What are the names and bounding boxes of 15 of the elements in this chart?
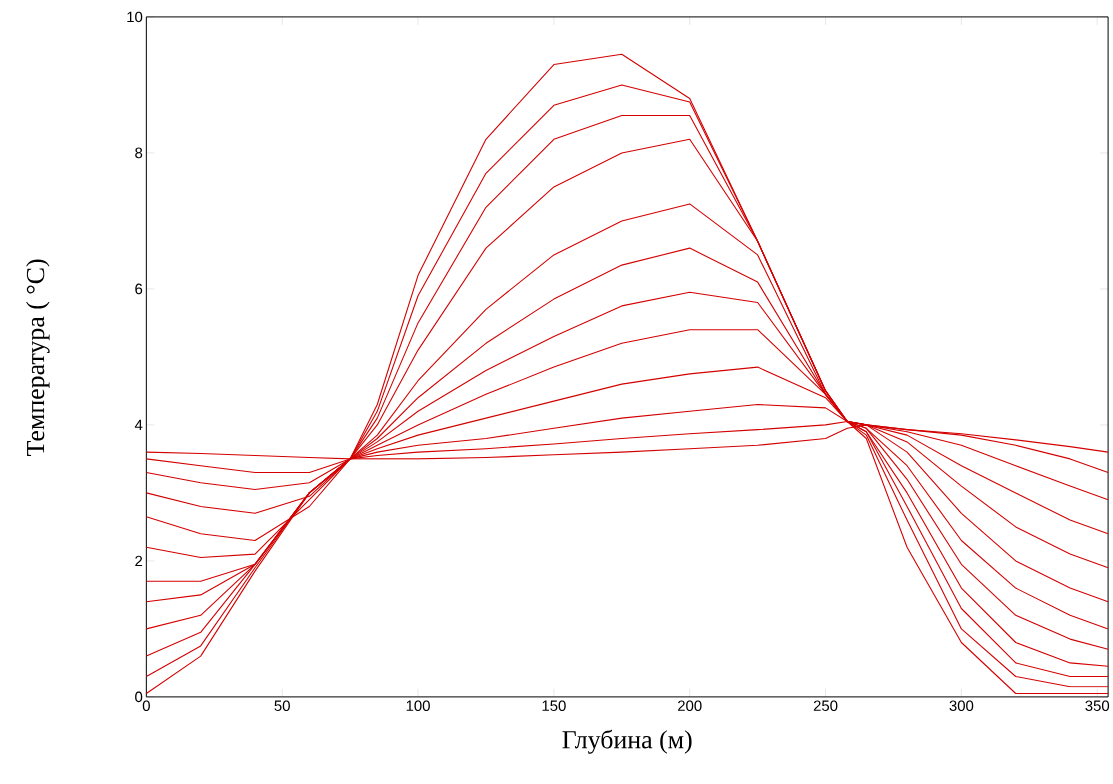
x-tick-label: 350 (1085, 700, 1110, 712)
x-tick-label: 300 (949, 700, 974, 712)
y-tick-label: 4 (134, 420, 143, 431)
x-axis-title: Глубина (м) (562, 729, 692, 754)
x-tick-label: 50 (274, 700, 290, 712)
x-tick-label: 250 (813, 700, 838, 712)
x-tick-label: 150 (542, 700, 566, 712)
y-tick-label: 8 (135, 147, 143, 159)
y-tick-label: 6 (135, 283, 143, 295)
y-tick-label: 0 (135, 691, 143, 703)
y-axis-title: Температура ( °C) (26, 259, 50, 457)
x-tick-label: 100 (406, 700, 430, 712)
y-tick-label: 2 (135, 555, 143, 567)
y-tick-label: 10 (127, 11, 143, 23)
x-tick-label: 200 (678, 700, 702, 712)
